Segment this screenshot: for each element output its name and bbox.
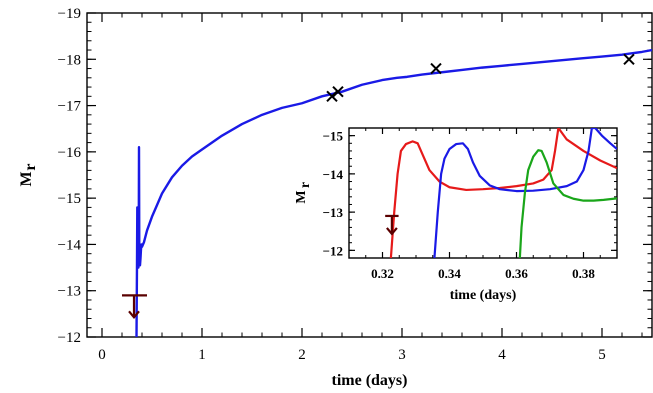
inset-plot: 0.32 0.34 0.36 0.38 −12 −13 −14 −15 time (days) M…: [294, 127, 618, 303]
inset-plot-frame: [348, 127, 618, 259]
main-y-tick-label: −12: [58, 330, 81, 346]
main-y-tick-label: −14: [58, 237, 82, 253]
inset-x-tick-label: 0.32: [371, 266, 394, 281]
main-x-tick-label: 2: [298, 347, 306, 363]
main-x-tick-label: 4: [498, 347, 506, 363]
data-marker-stroke: [332, 85, 344, 98]
inset-series-line-0: [389, 128, 617, 258]
main-y-tick-label: −19: [58, 6, 81, 22]
inset-x-tick-label: 0.36: [505, 266, 528, 281]
main-y-axis-title-sub: r: [22, 163, 39, 170]
inset-x-tick-label: 0.38: [572, 266, 595, 281]
main-y-axis-title-main: M: [18, 171, 35, 186]
main-y-tick-label: −13: [58, 284, 81, 300]
main-x-tick-label: 0: [98, 347, 106, 363]
data-marker: [430, 62, 442, 75]
inset-x-tick-label: 0.34: [438, 266, 461, 281]
main-x-tick-label: 1: [198, 347, 206, 363]
inset-y-axis-title: Mr: [294, 182, 313, 204]
data-marker: [332, 85, 344, 98]
main-y-tick-label: −18: [58, 52, 81, 68]
main-y-tick-label: −16: [58, 145, 82, 161]
inset-y-axis-title-sub: r: [298, 182, 313, 188]
main-y-tick-label: −17: [58, 99, 82, 115]
main-x-tick-label: 5: [598, 347, 606, 363]
main-series-line-0: [135, 48, 652, 337]
main-x-axis-title: time (days): [332, 372, 408, 389]
data-marker-stroke: [430, 62, 442, 75]
inset-y-tick-label: −12: [323, 243, 343, 258]
inset-y-tick-label: −15: [323, 129, 344, 144]
inset-x-axis-title: time (days): [450, 288, 517, 303]
inset-upper-limit: [385, 214, 399, 236]
inset-upper-limit-arrowhead: [386, 227, 398, 236]
inset-series-line-1: [433, 128, 617, 258]
inset-plot-area: [385, 128, 617, 258]
main-y-axis-title: Mr: [18, 163, 39, 186]
inset-y-tick-label: −13: [323, 205, 344, 220]
main-x-tick-label: 3: [398, 347, 406, 363]
data-marker: [623, 53, 635, 65]
inset-series-line-2: [518, 149, 617, 258]
inset-y-axis-title-main: M: [294, 190, 309, 203]
main-y-tick-label: −15: [58, 191, 81, 207]
main-upper-limit-arrowhead: [128, 310, 140, 320]
main-plot-area: [122, 48, 652, 337]
inset-y-tick-label: −14: [323, 167, 344, 182]
data-marker-stroke: [623, 53, 635, 65]
main-upper-limit: [122, 294, 147, 320]
